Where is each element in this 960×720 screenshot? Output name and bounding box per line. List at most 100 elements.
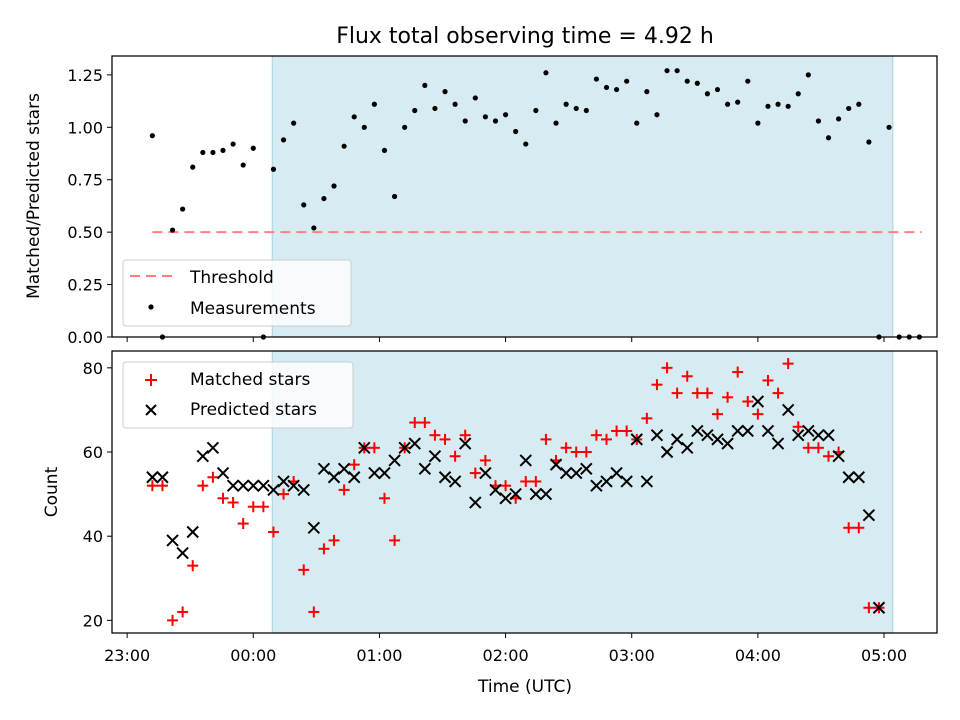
bottom-legend-box <box>122 361 354 429</box>
count-points <box>146 358 886 626</box>
predicted-star-point <box>358 441 371 455</box>
top-legend: Threshold Measurements <box>122 259 352 327</box>
measurement-point <box>301 202 307 208</box>
predicted-star-point <box>539 487 553 501</box>
predicted-star-point <box>529 487 543 501</box>
bottom-y-label: Count <box>42 466 62 517</box>
measurement-point <box>502 112 509 118</box>
matched-star-point <box>459 429 471 441</box>
matched-star-point <box>177 606 189 618</box>
matched-star-point <box>227 497 239 509</box>
matched-star-point <box>409 417 421 429</box>
matched-star-point <box>823 450 835 462</box>
measurement-point <box>291 120 297 126</box>
matched-star-point <box>782 358 794 370</box>
matched-star-point <box>479 454 491 466</box>
matched-star-point <box>732 366 744 378</box>
matched-star-point <box>500 480 512 492</box>
top-y-label: Matched/Predicted stars <box>24 93 44 299</box>
bottom-xtick-label: 01:00 <box>356 646 402 665</box>
matched-star-point <box>469 467 481 479</box>
matched-star-point <box>146 480 158 492</box>
measurement-point <box>684 78 690 84</box>
measurement-point <box>371 101 377 107</box>
matched-star-point <box>712 408 724 420</box>
top-panel: Flux total observing time = 4.92 h 0.000… <box>24 24 938 347</box>
matched-star-point <box>853 522 865 534</box>
predicted-star-point <box>267 483 280 497</box>
predicted-star-point <box>479 466 492 480</box>
legend-matched-label: Matched stars <box>190 370 310 390</box>
matched-star-point <box>681 370 693 382</box>
predicted-star-point <box>640 475 654 488</box>
measurement-point <box>654 112 660 118</box>
measurement-point <box>755 120 761 126</box>
predicted-star-point <box>600 475 613 488</box>
measurement-point <box>482 114 488 120</box>
matched-star-point <box>368 442 380 454</box>
predicted-star-point <box>499 492 512 505</box>
measurement-point <box>533 107 539 114</box>
matched-star-point <box>540 433 552 445</box>
measurement-point <box>270 166 277 172</box>
matched-star-point <box>641 412 653 424</box>
measurement-point <box>724 101 731 107</box>
measurement-point <box>210 149 216 156</box>
predicted-star-point <box>691 424 704 438</box>
matched-star-point <box>722 391 734 403</box>
matched-star-point <box>530 475 542 487</box>
predicted-star-point <box>792 428 805 442</box>
top-legend-box <box>122 259 352 327</box>
measurement-point <box>169 227 176 233</box>
predicted-star-point <box>216 466 230 480</box>
predicted-star-point <box>559 466 573 480</box>
measurement-point <box>603 84 610 91</box>
matched-star-point <box>701 387 713 399</box>
measurement-point <box>714 86 721 93</box>
matched-star-point <box>217 492 229 504</box>
predicted-star-point <box>781 403 795 417</box>
predicted-star-point <box>701 428 714 442</box>
predicted-star-point <box>509 487 522 501</box>
predicted-star-point <box>731 424 744 438</box>
measurement-point <box>200 149 206 156</box>
matched-star-point <box>318 543 330 555</box>
predicted-star-point <box>630 433 643 446</box>
legend-measurement-swatch <box>148 304 154 310</box>
predicted-star-point <box>459 437 472 450</box>
matched-star-point <box>237 518 249 530</box>
matched-star-point <box>611 425 623 437</box>
measurement-point <box>825 135 832 141</box>
bottom-panel: 20 40 60 80 23:00 00:00 01:00 02:00 03:00 04:00 0… <box>42 350 938 697</box>
measurement-point <box>513 128 519 135</box>
top-ytick-label: 1.25 <box>67 66 103 85</box>
matched-star-point <box>560 442 572 454</box>
measurement-point <box>250 145 256 151</box>
predicted-star-point <box>418 462 432 476</box>
predicted-star-point <box>872 601 886 614</box>
measurement-point <box>391 193 398 200</box>
predicted-star-point <box>448 475 462 488</box>
predicted-star-point <box>337 462 351 476</box>
measurement-point <box>149 133 155 139</box>
measurement-point <box>613 86 620 93</box>
measurement-point <box>846 105 852 112</box>
measurement-point <box>624 78 630 84</box>
matched-star-point <box>328 534 340 546</box>
predicted-star-point <box>842 471 855 484</box>
measurement-point <box>735 99 741 105</box>
measurement-point <box>492 118 499 124</box>
measurement-point <box>422 82 428 88</box>
measurement-point <box>805 72 811 78</box>
measurement-point <box>856 101 862 107</box>
measurement-point <box>694 80 700 86</box>
measurement-point <box>230 141 236 147</box>
matched-star-point <box>843 522 855 534</box>
predicted-star-point <box>277 475 290 488</box>
predicted-star-point <box>176 546 189 560</box>
predicted-star-point <box>438 471 452 484</box>
matched-star-point <box>378 492 390 504</box>
measurement-point <box>523 141 529 147</box>
matched-star-point <box>429 429 441 441</box>
